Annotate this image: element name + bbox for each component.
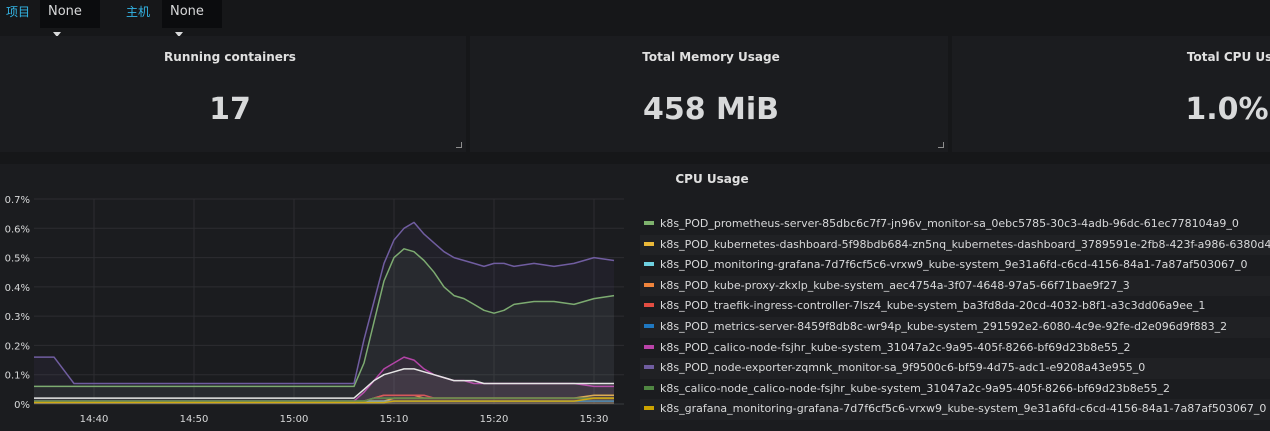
y-tick-label: 0% <box>14 400 30 411</box>
x-tick-label: 15:30 <box>580 414 609 425</box>
legend-swatch-icon <box>644 323 654 328</box>
variable-label-project: 项目 <box>0 0 37 28</box>
legend-swatch-icon <box>644 262 654 267</box>
template-variables-bar: 项目 None 主机 None <box>0 0 1270 37</box>
legend-item[interactable]: k8s_POD_node-exporter-zqmnk_monitor-sa_9… <box>640 358 1270 379</box>
legend-label: k8s_POD_prometheus-server-85dbc6c7f7-jn9… <box>660 217 1239 230</box>
legend-item[interactable]: k8s_POD_monitoring-grafana-7d7f6cf5c6-vr… <box>640 255 1270 276</box>
resize-handle-icon[interactable] <box>456 142 462 148</box>
x-tick-label: 15:20 <box>480 414 509 425</box>
legend-swatch-icon <box>644 303 654 308</box>
legend-swatch-icon <box>644 344 654 349</box>
variable-select-project[interactable]: None <box>40 0 100 37</box>
legend-label: k8s_POD_kubernetes-dashboard-5f98bdb684-… <box>660 237 1270 251</box>
series-area <box>34 248 614 404</box>
y-tick-label: 0.7% <box>5 195 30 206</box>
legend-swatch-icon <box>644 385 654 390</box>
legend-swatch-icon <box>644 365 654 370</box>
series-area <box>34 357 614 404</box>
series-line <box>34 221 615 385</box>
legend-item[interactable]: k8s_grafana_monitoring-grafana-7d7f6cf5c… <box>640 399 1270 420</box>
legend-item[interactable]: k8s_POD_prometheus-server-85dbc6c7f7-jn9… <box>640 214 1270 235</box>
y-tick-label: 0.2% <box>5 341 30 352</box>
chart-legend: k8s_POD_prometheus-server-85dbc6c7f7-jn9… <box>640 214 1270 420</box>
caret-down-icon <box>175 32 183 37</box>
x-tick-label: 14:40 <box>80 414 109 425</box>
legend-item[interactable]: k8s_POD_traefik-ingress-controller-7lsz4… <box>640 296 1270 317</box>
variable-select-host[interactable]: None <box>162 0 222 37</box>
legend-label: k8s_POD_calico-node-fsjhr_kube-system_31… <box>660 340 1131 354</box>
variable-label-host: 主机 <box>120 0 157 28</box>
variable-value-host: None <box>170 4 204 19</box>
stat-title-running-containers: Running containers <box>164 50 296 64</box>
legend-swatch-icon <box>644 221 654 225</box>
y-tick-label: 0.1% <box>5 371 30 382</box>
legend-item[interactable]: k8s_POD_kube-proxy-zkxlp_kube-system_aec… <box>640 275 1270 297</box>
stat-panel-running-containers[interactable]: Running containers 17 <box>0 36 466 152</box>
legend-swatch-icon <box>644 282 654 287</box>
x-tick-label: 15:00 <box>280 414 309 425</box>
legend-item[interactable]: k8s_calico-node_calico-node-fsjhr_kube-s… <box>640 379 1270 400</box>
series-line <box>34 368 614 399</box>
legend-label: k8s_POD_monitoring-grafana-7d7f6cf5c6-vr… <box>660 258 1248 272</box>
series-line <box>34 248 615 388</box>
graph-panel-cpu-usage[interactable]: 0% 0.1% 0.2% 0.3% 0.4% 0.5% 0.6% 0.7% 14:40 14:50… <box>0 164 1270 431</box>
legend-label: k8s_POD_node-exporter-zqmnk_monitor-sa_9… <box>660 361 1146 375</box>
cpu-usage-chart[interactable]: 0% 0.1% 0.2% 0.3% 0.4% 0.5% 0.6% 0.7% 14:40 14:50… <box>0 164 630 431</box>
legend-label: k8s_calico-node_calico-node-fsjhr_kube-s… <box>660 381 1171 395</box>
caret-down-icon <box>53 32 61 37</box>
legend-label: k8s_POD_metrics-server-8459f8db8c-wr94p_… <box>660 319 1228 333</box>
resize-handle-icon[interactable] <box>938 142 944 148</box>
y-tick-label: 0.5% <box>5 254 30 265</box>
series-line <box>34 397 614 402</box>
legend-item[interactable]: k8s_POD_kubernetes-dashboard-5f98bdb684-… <box>640 234 1270 256</box>
stat-title-total-cpu: Total CPU Usage <box>1186 50 1270 64</box>
stat-value-total-memory: 458 MiB <box>642 92 780 127</box>
variable-value-project: None <box>48 4 82 19</box>
legend-item[interactable]: k8s_POD_calico-node-fsjhr_kube-system_31… <box>640 338 1270 359</box>
legend-label: k8s_POD_traefik-ingress-controller-7lsz4… <box>660 299 1206 313</box>
legend-swatch-icon <box>644 406 654 411</box>
stat-panel-total-memory[interactable]: Total Memory Usage 458 MiB <box>470 36 948 152</box>
series-area <box>34 222 614 404</box>
stat-title-total-memory: Total Memory Usage <box>642 50 780 64</box>
stat-panel-total-cpu[interactable]: Total CPU Usage 1.0% <box>952 36 1270 152</box>
x-tick-label: 15:10 <box>380 414 409 425</box>
series-area <box>34 368 614 404</box>
x-tick-label: 14:50 <box>180 414 209 425</box>
legend-label: k8s_POD_kube-proxy-zkxlp_kube-system_aec… <box>660 278 1130 292</box>
y-tick-label: 0.6% <box>5 224 30 235</box>
legend-label: k8s_grafana_monitoring-grafana-7d7f6cf5c… <box>660 402 1267 416</box>
y-tick-label: 0.3% <box>5 312 30 323</box>
graph-title-cpu-usage: CPU Usage <box>675 172 749 186</box>
series-line <box>34 397 614 404</box>
y-tick-label: 0.4% <box>5 283 30 294</box>
stat-value-running-containers: 17 <box>209 92 251 127</box>
legend-swatch-icon <box>644 241 654 246</box>
stat-value-total-cpu: 1.0% <box>1185 92 1269 127</box>
legend-item[interactable]: k8s_POD_metrics-server-8459f8db8c-wr94p_… <box>640 316 1270 338</box>
